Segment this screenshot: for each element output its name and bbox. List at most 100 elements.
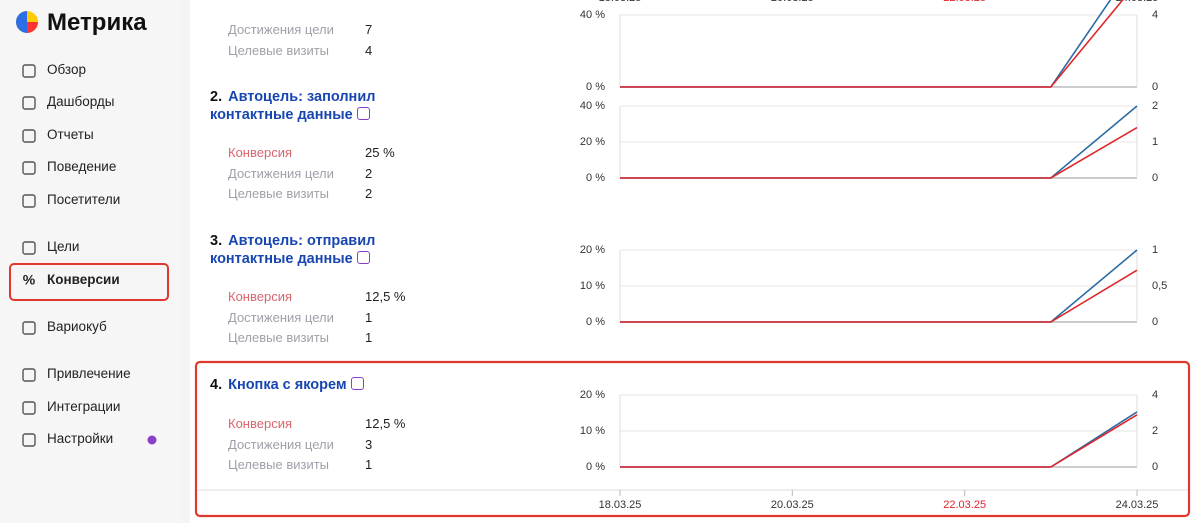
y2-tick-label: 4 [1152, 9, 1158, 21]
row-value: 12,5 % [365, 289, 406, 304]
sidebar [0, 0, 180, 523]
selected-outline [9, 263, 169, 301]
nav-item[interactable]: Обзор [47, 62, 86, 77]
nav-icon [22, 368, 36, 382]
nav-item[interactable]: Посетители [47, 192, 121, 207]
y-tick-label: 0 % [586, 172, 605, 184]
y-tick-label: 20 % [580, 389, 605, 401]
y2-tick-label: 0 [1152, 316, 1158, 328]
goal-link[interactable]: Автоцель: заполнил контактные данные [210, 89, 376, 123]
series-line [620, 126, 1138, 179]
row-label: Достижения цели [228, 165, 334, 181]
goal-title[interactable]: 3. Автоцель: отправил контактные данные [210, 232, 460, 268]
x-tick-label: 18.03.25 [599, 0, 642, 4]
row-label: Целевые визиты [228, 457, 330, 472]
nav-icon [22, 241, 36, 255]
nav-item[interactable]: Привлечение [47, 366, 131, 381]
row-label: Достижения цели [228, 22, 334, 37]
logo: Метрика [47, 9, 147, 36]
nav-icon [22, 129, 36, 143]
row-value: 3 [365, 436, 373, 452]
goal-title[interactable]: 2. Автоцель: заполнил контактные данные [210, 88, 460, 124]
row-value: 1 [365, 330, 373, 345]
y2-tick-label: 0 [1152, 81, 1158, 93]
row-label: Целевые визиты [228, 186, 330, 201]
selected-goal-outline [194, 360, 1191, 518]
row-value: 7 [365, 22, 373, 37]
nav-icon [22, 64, 36, 78]
row-label: Целевые визиты [228, 330, 330, 345]
x-tick-label: 22.03.25 [943, 499, 986, 511]
series-line [620, 269, 1138, 323]
row-value: 1 [365, 309, 373, 325]
goal-number: 2. [210, 89, 223, 105]
series-line [620, 411, 1138, 468]
nav-icon: % [23, 272, 36, 288]
y2-tick-label: 1 [1152, 244, 1158, 256]
nav-item[interactable]: Интеграции [47, 399, 121, 414]
goal-number: 4. [210, 377, 223, 393]
goal-badge [356, 107, 370, 120]
row-label: Конверсия [228, 145, 293, 160]
y2-tick-label: 0 [1152, 461, 1158, 473]
nav-icon [22, 401, 36, 415]
logo-icon [16, 11, 27, 33]
y-tick-label: 0 % [586, 461, 605, 473]
y2-tick-label: 1 [1152, 136, 1158, 148]
y-tick-label: 20 % [580, 136, 605, 148]
nav-item[interactable]: Отчеты [47, 127, 94, 142]
row-value: 1 [365, 457, 373, 472]
y-tick-label: 20 % [580, 244, 605, 256]
row-value: 12,5 % [365, 416, 406, 431]
y2-tick-label: 2 [1152, 425, 1158, 437]
goal-title[interactable]: 4. Кнопка с якорем [210, 376, 460, 394]
row-label: Конверсия [228, 416, 293, 431]
nav-item[interactable]: Конверсии [47, 272, 120, 287]
y2-tick-label: 0 [1152, 172, 1158, 184]
y-tick-label: 0 % [586, 81, 605, 93]
series-line [620, 0, 1112, 88]
row-value: 4 [365, 42, 373, 58]
y-tick-label: 40 % [580, 9, 605, 21]
row-label: Конверсия [228, 289, 293, 304]
nav-icon [22, 194, 36, 208]
series-line [620, 414, 1138, 468]
y-tick-label: 10 % [580, 425, 605, 437]
y-tick-label: 40 % [580, 100, 605, 112]
goal-link[interactable]: Автоцель: отправил контактные данные [210, 233, 376, 267]
nav-item[interactable]: Дашборды [47, 94, 115, 109]
series-line [620, 0, 1124, 88]
y2-tick-label: 0,5 [1152, 280, 1167, 292]
y2-tick-label: 2 [1152, 100, 1158, 112]
nav-icon [22, 433, 36, 447]
y2-tick-label: 4 [1152, 389, 1158, 401]
goal-badge [350, 377, 364, 390]
row-value: 2 [365, 165, 373, 181]
nav-icon [22, 321, 36, 335]
goal-number: 3. [210, 233, 223, 249]
row-label: Целевые визиты [228, 42, 330, 58]
goal-link[interactable]: Кнопка с якорем [228, 377, 347, 393]
nav-item[interactable]: Вариокуб [47, 319, 107, 334]
y-tick-label: 0 % [586, 316, 605, 328]
row-value: 2 [365, 186, 373, 201]
x-tick-label: 18.03.25 [599, 499, 642, 511]
x-tick-label: 22.03.25 [943, 0, 986, 4]
row-label: Достижения цели [228, 309, 334, 325]
x-tick-label: 24.03.25 [1116, 0, 1159, 4]
y-tick-label: 10 % [580, 280, 605, 292]
x-tick-label: 24.03.25 [1116, 499, 1159, 511]
nav-item[interactable]: Настройки [47, 431, 114, 446]
nav-icon [22, 161, 36, 175]
logo-icon [27, 22, 38, 33]
nav-icon [22, 96, 36, 110]
nav-badge [147, 435, 157, 445]
x-tick-label: 20.03.25 [771, 499, 814, 511]
row-value: 25 % [365, 145, 395, 160]
nav-item[interactable]: Поведение [47, 159, 117, 174]
x-tick-label: 20.03.25 [771, 0, 814, 4]
row-label: Достижения цели [228, 436, 334, 452]
nav-item[interactable]: Цели [47, 239, 80, 254]
